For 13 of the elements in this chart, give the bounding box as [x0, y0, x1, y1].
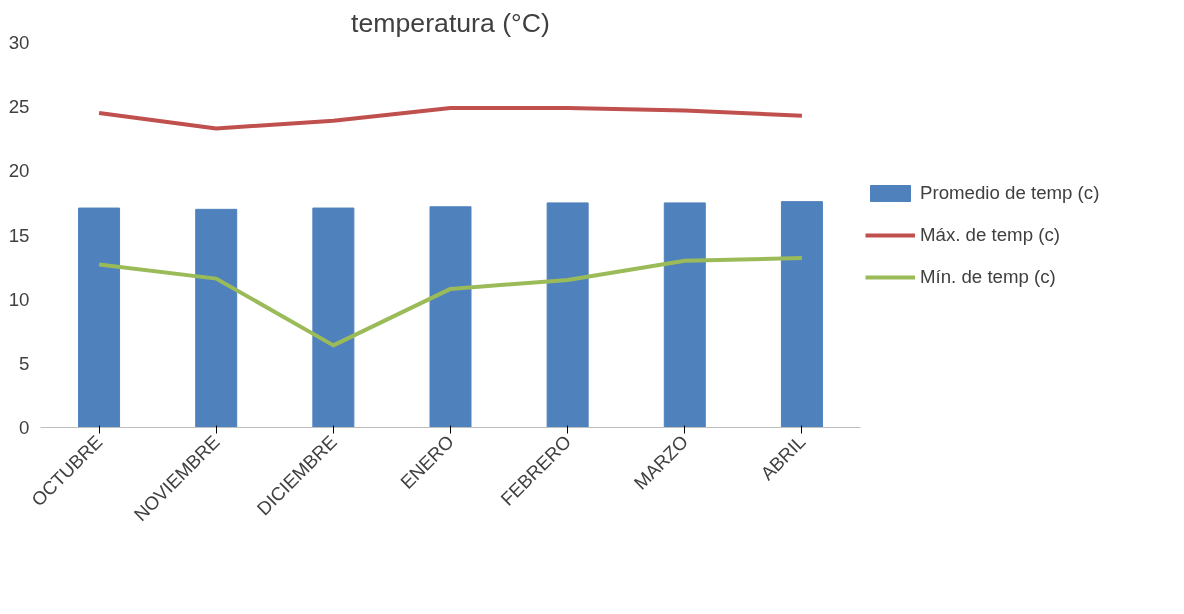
- y-tick-label: 5: [19, 352, 30, 374]
- y-tick-label: 25: [8, 96, 30, 118]
- legend-label: Máx. de temp (c): [920, 223, 1060, 246]
- y-tick-label: 0: [19, 417, 30, 438]
- y-tick-label: 10: [8, 288, 30, 310]
- line-series: [97, 105, 804, 131]
- y-tick-label: 20: [8, 160, 30, 182]
- legend-label: Mín. de temp (c): [920, 265, 1056, 288]
- chart-title: temperatura (°C): [351, 7, 550, 38]
- line-series: [97, 256, 804, 348]
- y-tick-label: 30: [8, 32, 30, 53]
- y-tick-label: 15: [8, 224, 30, 246]
- legend-label: Promedio de temp (c): [920, 181, 1100, 204]
